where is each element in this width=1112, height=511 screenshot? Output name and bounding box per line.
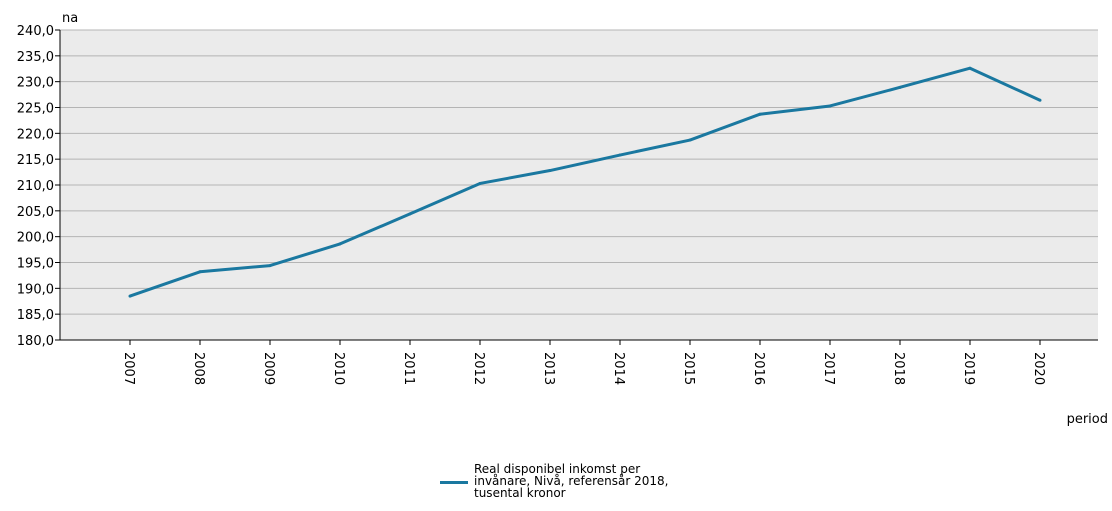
y-tick-label: 190,0 xyxy=(17,282,54,297)
data-point xyxy=(269,264,272,267)
x-tick-label: 2015 xyxy=(681,352,696,385)
data-point xyxy=(549,169,552,172)
data-point xyxy=(479,182,482,185)
y-axis-ticks: 180,0 185,0 190,0 195,0 200,0 205,0 210,0 215,0… xyxy=(17,24,60,349)
x-tick-label: 2016 xyxy=(751,352,766,385)
x-tick-label: 2011 xyxy=(401,352,416,385)
legend-label: Real disponibel inkomst per invånare, Ni… xyxy=(474,463,689,499)
x-tick-label: 2014 xyxy=(611,352,626,385)
legend-swatch xyxy=(440,481,468,484)
data-point xyxy=(689,139,692,142)
data-point xyxy=(409,212,412,215)
data-point xyxy=(129,295,132,298)
y-tick-label: 235,0 xyxy=(17,50,54,65)
data-point xyxy=(829,104,832,107)
y-tick-label: 225,0 xyxy=(17,102,54,117)
x-tick-label: 2019 xyxy=(961,352,976,385)
x-axis-title: period xyxy=(1067,412,1108,427)
y-tick-label: 240,0 xyxy=(17,24,54,39)
x-tick-label: 2007 xyxy=(121,352,136,385)
x-tick-label: 2018 xyxy=(891,352,906,385)
y-tick-label: 200,0 xyxy=(17,231,54,246)
x-tick-label: 2012 xyxy=(471,352,486,385)
data-point xyxy=(199,270,202,273)
y-tick-label: 195,0 xyxy=(17,257,54,272)
data-point xyxy=(1039,99,1042,102)
data-point xyxy=(619,154,622,157)
x-tick-label: 2010 xyxy=(331,352,346,385)
y-tick-label: 180,0 xyxy=(17,334,54,349)
x-tick-label: 2008 xyxy=(191,352,206,385)
x-tick-label: 2009 xyxy=(261,352,276,385)
y-tick-label: 205,0 xyxy=(17,205,54,220)
y-tick-label: 220,0 xyxy=(17,127,54,142)
legend: Real disponibel inkomst per invånare, Ni… xyxy=(440,463,689,499)
y-tick-label: 215,0 xyxy=(17,153,54,168)
x-tick-label: 2017 xyxy=(821,352,836,385)
x-tick-label: 2013 xyxy=(541,352,556,385)
y-axis-title: na xyxy=(62,11,78,26)
y-tick-label: 230,0 xyxy=(17,76,54,91)
y-tick-label: 210,0 xyxy=(17,179,54,194)
y-tick-label: 185,0 xyxy=(17,308,54,323)
data-point xyxy=(339,242,342,245)
data-point xyxy=(759,113,762,116)
data-point xyxy=(969,67,972,70)
x-axis-ticks: 2007 2008 2009 2010 2011 2012 2013 2014 2015 2016… xyxy=(121,340,1046,385)
data-point xyxy=(899,86,902,89)
x-tick-label: 2020 xyxy=(1031,352,1046,385)
